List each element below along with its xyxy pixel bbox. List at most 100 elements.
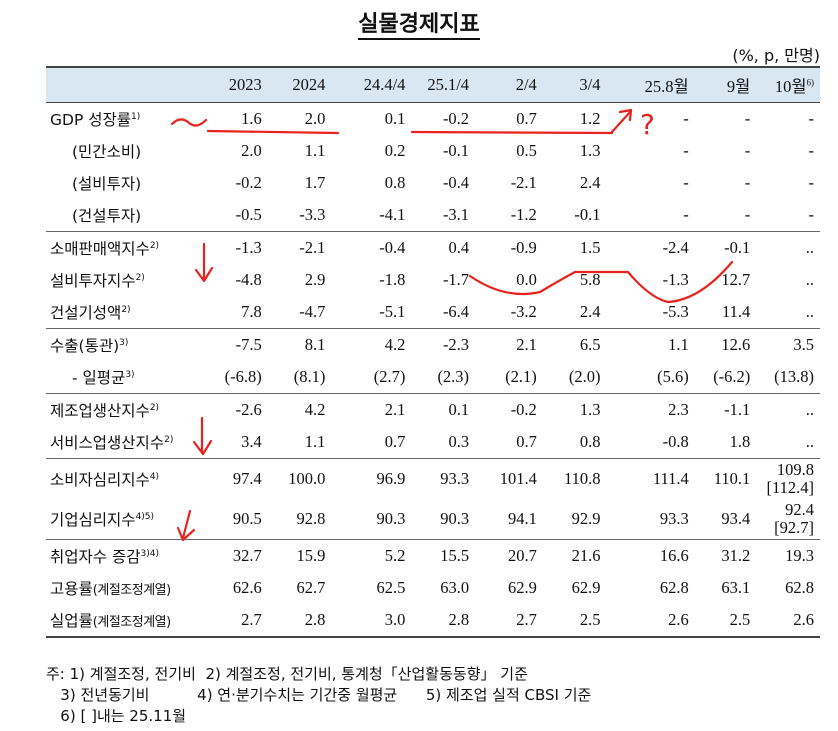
table-row: 건설기성액2) 7.8 -4.7 -5.1 -6.4 -3.2 2.4 -5.3 11.4.. xyxy=(46,296,820,329)
value-cell: -0.2 xyxy=(442,109,470,128)
value-cell: 1.6 xyxy=(241,109,262,128)
value-cell: -5.1 xyxy=(379,302,406,321)
row-label: 취업자수 증감3)4) xyxy=(46,539,203,572)
value-cell: 1.5 xyxy=(542,231,607,264)
row-label: - 일평균3) xyxy=(72,369,135,387)
value-cell: 63.1 xyxy=(721,578,751,597)
value-cell: -7.5 xyxy=(202,328,268,361)
economic-indicators-table: 2023 2024 24.4/4 25.1/4 2/4 3/4 25.8월 9월… xyxy=(46,66,820,638)
value-cell: 2.8 xyxy=(267,604,332,638)
col-header: 25.8월 xyxy=(606,66,695,103)
value-cell: (5.6) xyxy=(657,367,689,386)
value-cell: 90.3 xyxy=(376,509,406,528)
value-cell: -5.3 xyxy=(662,302,689,321)
col-header: 3/4 xyxy=(542,66,607,103)
value-cell: 12.7 xyxy=(721,270,751,289)
value-cell: 90.3 xyxy=(440,509,470,528)
value-cell: 16.6 xyxy=(606,539,695,572)
value-cell: -3.3 xyxy=(299,205,326,224)
value-cell: -0.2 xyxy=(235,173,262,192)
table-row: 실업률(계절조정계열) 2.7 2.8 3.0 2.8 2.7 2.5 2.6 2.5 2.6 xyxy=(46,604,820,638)
value-cell: 5.2 xyxy=(331,539,412,572)
value-cell: 0.5 xyxy=(516,141,537,160)
row-label: 소비자심리지수4) xyxy=(46,458,203,499)
row-label: 건설기성액2) xyxy=(50,304,131,322)
unit-label: (%, p, 만명) xyxy=(732,46,820,65)
value-cell: 100.0 xyxy=(267,458,332,499)
value-cell: -0.8 xyxy=(662,432,689,451)
col-header: 25.1/4 xyxy=(411,66,476,103)
value-cell: 110.1 xyxy=(694,458,757,499)
value-cell: 93.3 xyxy=(411,458,476,499)
value-cell: 1.8 xyxy=(729,432,751,451)
value-cell: - xyxy=(683,141,689,160)
value-cell: 2.7 xyxy=(475,604,543,638)
value-cell: 3.0 xyxy=(331,604,412,638)
row-label: 기업심리지수4)5) xyxy=(50,511,155,529)
value-cell: (13.8) xyxy=(774,367,814,386)
value-cell: 1.2 xyxy=(579,109,601,128)
value-cell: -1.3 xyxy=(202,231,268,264)
value-cell: 62.9 xyxy=(571,578,601,597)
value-cell: 2.3 xyxy=(606,393,695,426)
value-cell: 2.5 xyxy=(542,604,607,638)
table-row: 제조업생산지수2) -2.6 4.2 2.1 0.1 -0.2 1.3 2.3 -1.1.. xyxy=(46,393,820,426)
value-cell: -3.1 xyxy=(442,205,470,224)
value-cell: -0.9 xyxy=(475,231,543,264)
value-cell: 1.3 xyxy=(579,141,601,160)
value-cell: 2.4 xyxy=(579,302,601,321)
row-label: 고용률(계절조정계열) xyxy=(50,580,171,598)
table-row: 기업심리지수4)5) 90.5 92.8 90.3 90.3 94.1 92.9 93.3 93… xyxy=(46,499,820,540)
value-cell: -2.4 xyxy=(606,231,695,264)
value-cell: 6.5 xyxy=(542,328,607,361)
value-cell: 90.5 xyxy=(232,509,262,528)
table-row: GDP 성장률1) 1.6 2.0 0.1 -0.2 0.7 1.2 - - - xyxy=(46,103,820,136)
value-cell: .. xyxy=(805,302,814,321)
value-cell: 0.0 xyxy=(516,270,537,289)
value-cell: 4.2 xyxy=(331,328,412,361)
value-cell: -1.2 xyxy=(510,205,537,224)
value-cell: 0.8 xyxy=(384,173,406,192)
footnote-line: 주: 1) 계절조정, 전기비 2) 계절조정, 전기비, 통계청「산업활동동향… xyxy=(46,665,528,683)
value-cell: - xyxy=(744,205,751,224)
value-cell: 62.8 xyxy=(785,578,814,597)
value-cell: -1.8 xyxy=(379,270,406,289)
value-cell: .. xyxy=(756,393,820,426)
value-cell: (2.0) xyxy=(568,367,601,386)
header-row: 2023 2024 24.4/4 25.1/4 2/4 3/4 25.8월 9월… xyxy=(46,66,820,103)
page-title: 실물경제지표 xyxy=(0,6,838,40)
value-cell: - xyxy=(744,109,751,128)
value-cell: 0.7 xyxy=(516,109,537,128)
value-cell: 7.8 xyxy=(241,302,262,321)
value-cell: 12.6 xyxy=(694,328,757,361)
value-cell: 62.9 xyxy=(507,578,537,597)
value-cell: 1.7 xyxy=(304,173,326,192)
value-cell: - xyxy=(683,109,689,128)
value-cell: 0.7 xyxy=(384,432,406,451)
value-cell: -4.1 xyxy=(379,205,406,224)
value-cell: 19.3 xyxy=(756,539,820,572)
table-row: - 일평균3) (-6.8) (8.1) (2.7) (2.3) (2.1) (2.0) (5… xyxy=(46,361,820,394)
value-cell: -1.3 xyxy=(662,270,689,289)
col-header: 2024 xyxy=(267,66,332,103)
footnote-line: 6) [ ]내는 25.11월 xyxy=(46,707,187,725)
value-cell: - xyxy=(808,205,815,224)
row-label: (설비투자) xyxy=(72,175,142,193)
row-label: 소매판매액지수2) xyxy=(46,231,203,264)
value-cell: -1.7 xyxy=(442,270,470,289)
value-cell: (2.3) xyxy=(437,367,470,386)
value-cell: 2.1 xyxy=(331,393,412,426)
value-cell: - xyxy=(808,173,815,192)
table-row: (건설투자) -0.5 -3.3 -4.1 -3.1 -1.2 -0.1 - - - xyxy=(46,199,820,232)
value-cell: 97.4 xyxy=(202,458,268,499)
value-cell: 0.1 xyxy=(384,109,406,128)
value-cell: -0.4 xyxy=(331,231,412,264)
value-cell: -4.8 xyxy=(235,270,262,289)
value-cell: 109.8 [112.4] xyxy=(756,458,820,499)
value-cell: .. xyxy=(805,270,814,289)
value-cell: 2.6 xyxy=(756,604,820,638)
value-cell: 1.3 xyxy=(542,393,607,426)
value-cell: 62.5 xyxy=(376,578,406,597)
value-cell: 0.3 xyxy=(448,432,470,451)
value-cell: - xyxy=(744,141,751,160)
